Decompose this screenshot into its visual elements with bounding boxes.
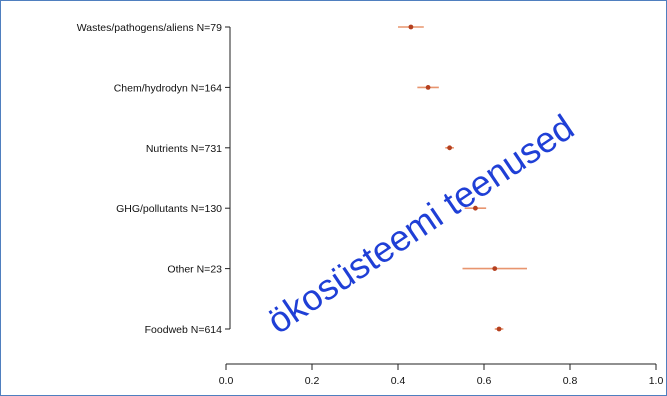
data-point: [408, 24, 414, 30]
marks: [398, 24, 527, 332]
data-point: [473, 205, 478, 211]
y-tick-label: Wastes/pathogens/aliens N=79: [77, 22, 222, 34]
y-tick-label: GHG/pollutants N=130: [116, 203, 222, 215]
x-tick-label: 1.0: [649, 375, 664, 387]
data-point: [492, 266, 498, 271]
x-tick-label: 0.8: [563, 375, 578, 387]
x-tick-label: 0.4: [391, 375, 406, 387]
axes: Wastes/pathogens/aliens N=79 Chem/hydrody…: [77, 22, 664, 387]
y-tick-label: Chem/hydrodyn N=164: [114, 82, 222, 94]
x-tick-label: 0.0: [219, 375, 234, 387]
watermark-text: ökosüsteemi teenused: [260, 106, 582, 341]
x-tick-label: 0.6: [477, 375, 492, 387]
y-tick-label: Other N=23: [167, 264, 222, 276]
x-tick-label: 0.2: [305, 375, 320, 387]
y-tick-label: Nutrients N=731: [146, 143, 222, 155]
data-point: [447, 145, 452, 151]
data-point: [425, 85, 431, 90]
data-point: [496, 326, 502, 332]
y-tick-label: Foodweb N=614: [145, 324, 223, 336]
